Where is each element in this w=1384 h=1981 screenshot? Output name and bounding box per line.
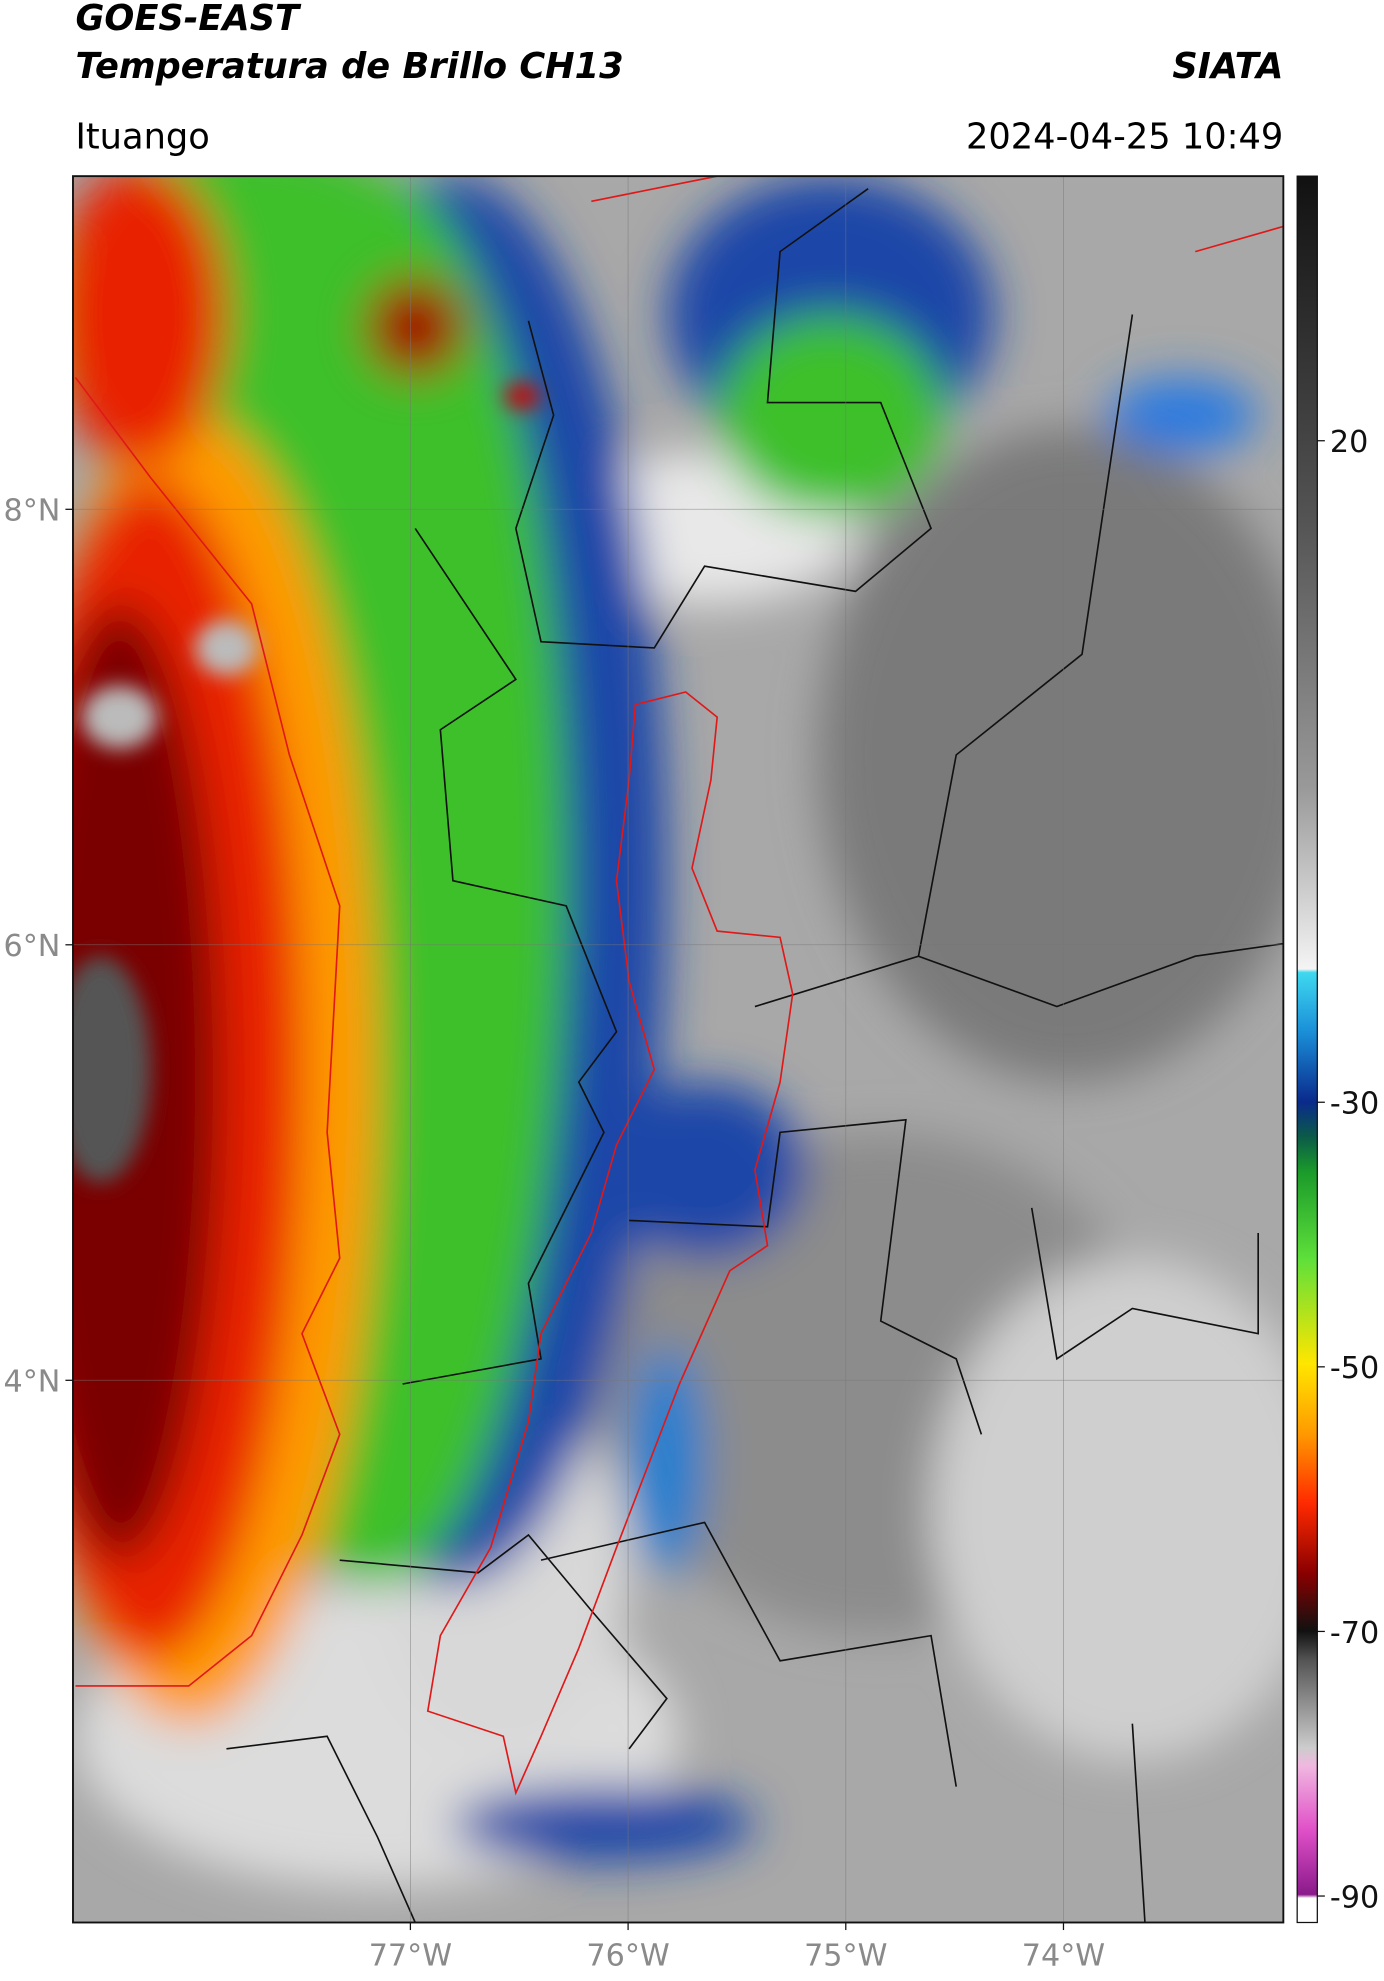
lat-tick-label: 8°N	[4, 494, 61, 529]
colorbar	[1296, 175, 1318, 1924]
lon-tick-label: 77°W	[369, 1938, 452, 1973]
colorbar-tick-label: -50	[1330, 1351, 1379, 1386]
colorbar-tick-label: -70	[1330, 1616, 1379, 1651]
lon-tick-label: 76°W	[586, 1938, 669, 1973]
lon-tick-label: 75°W	[804, 1938, 887, 1973]
lon-tick-label: 74°W	[1022, 1938, 1105, 1973]
source: SIATA	[1172, 46, 1283, 87]
lat-tick-label: 6°N	[4, 929, 61, 964]
timestamp: 2024-04-25 10:49	[966, 116, 1283, 157]
colorbar-tick-label: -90	[1330, 1880, 1379, 1915]
colorbar-tick-label: -30	[1330, 1087, 1379, 1122]
location: Ituango	[75, 116, 209, 157]
satellite-image	[72, 176, 1284, 1923]
lat-tick-label: 4°N	[4, 1365, 61, 1400]
map-frame	[72, 175, 1285, 1924]
colorbar-tick-label: 20	[1330, 425, 1368, 460]
title: GOES-EAST	[75, 0, 302, 39]
subtitle: Temperatura de Brillo CH13	[75, 46, 623, 87]
